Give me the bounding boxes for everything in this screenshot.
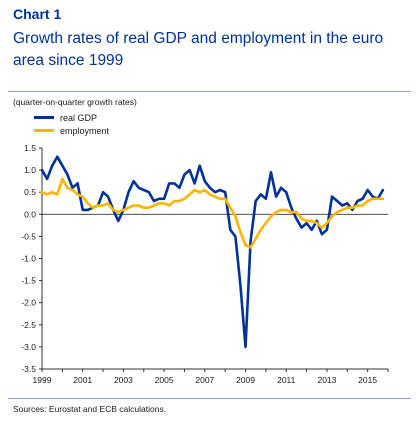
- series-line-gdp: [40, 155, 385, 349]
- y-tick-label: -1.5: [21, 276, 36, 286]
- y-tick-label: 0.5: [24, 187, 36, 197]
- chart-label: Chart 1: [13, 6, 62, 22]
- series-line-employment: [40, 177, 385, 249]
- y-tick-label: -3.5: [21, 364, 36, 374]
- x-tick-label: 2003: [114, 375, 133, 385]
- y-tick-label: 0.0: [24, 209, 36, 219]
- x-tick-label: 2011: [277, 375, 296, 385]
- x-tick-label: 2007: [195, 375, 214, 385]
- y-tick-label: -2.5: [21, 320, 36, 330]
- chart-title: Growth rates of real GDP and employment …: [13, 30, 384, 69]
- y-tick-label: -3.0: [21, 342, 36, 352]
- units-note: (quarter-on-quarter growth rates): [13, 97, 137, 107]
- legend-swatch-gdp: [34, 116, 54, 119]
- y-tick-label: 1.0: [24, 165, 36, 175]
- y-tick-label: -1.0: [21, 254, 36, 264]
- x-tick-label: 2009: [236, 375, 255, 385]
- x-tick-label: 1999: [33, 375, 52, 385]
- x-tick-label: 2013: [317, 375, 336, 385]
- x-tick-label: 2015: [358, 375, 377, 385]
- bottom-divider: [8, 398, 411, 399]
- legend-swatch-employment: [34, 129, 54, 132]
- y-tick-label: 1.5: [24, 143, 36, 153]
- legend-item-gdp: real GDP: [34, 111, 109, 124]
- x-tick-label: 2001: [73, 375, 92, 385]
- x-tick-label: 2005: [155, 375, 174, 385]
- legend-label-employment: employment: [60, 125, 110, 136]
- top-divider: [8, 91, 411, 92]
- y-tick-label: -0.5: [21, 231, 36, 241]
- legend: real GDP employment: [34, 111, 109, 137]
- legend-item-employment: employment: [34, 124, 109, 137]
- sources-note: Sources: Eurostat and ECB calculations.: [13, 404, 167, 414]
- y-tick-label: -2.0: [21, 298, 36, 308]
- legend-label-gdp: real GDP: [60, 112, 98, 123]
